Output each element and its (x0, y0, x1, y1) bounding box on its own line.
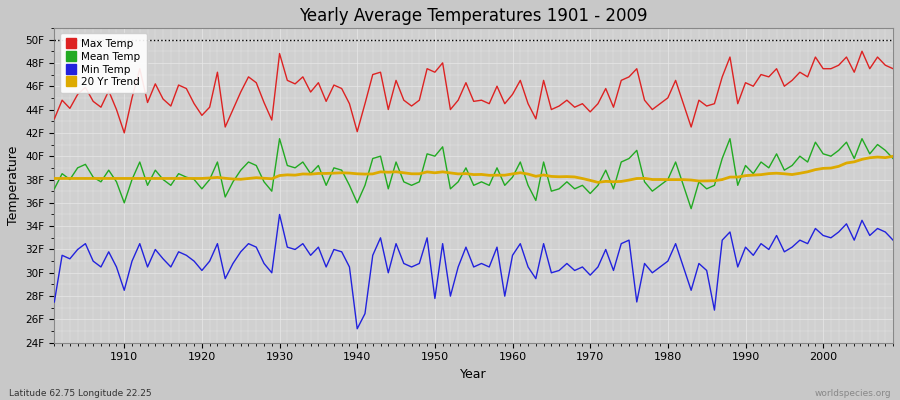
X-axis label: Year: Year (461, 368, 487, 381)
Legend: Max Temp, Mean Temp, Min Temp, 20 Yr Trend: Max Temp, Mean Temp, Min Temp, 20 Yr Tre… (59, 33, 147, 94)
Text: Latitude 62.75 Longitude 22.25: Latitude 62.75 Longitude 22.25 (9, 389, 151, 398)
Y-axis label: Temperature: Temperature (7, 146, 20, 225)
Title: Yearly Average Temperatures 1901 - 2009: Yearly Average Temperatures 1901 - 2009 (300, 7, 648, 25)
Text: worldspecies.org: worldspecies.org (814, 389, 891, 398)
